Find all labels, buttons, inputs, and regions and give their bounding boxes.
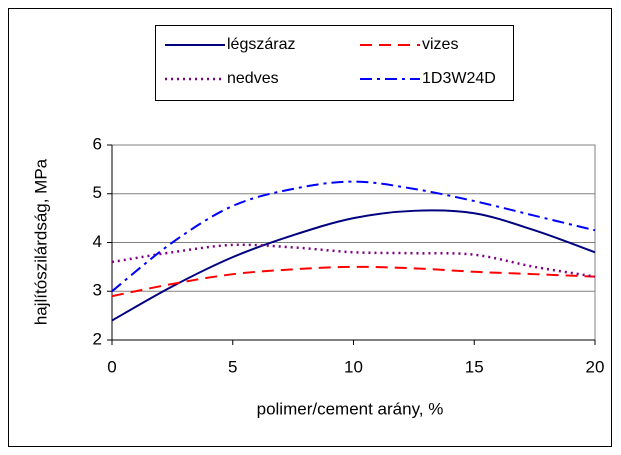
y-tick-label: 2 — [93, 329, 102, 348]
x-tick-label: 5 — [228, 357, 237, 376]
series-line — [111, 209, 596, 322]
series-line — [111, 243, 596, 278]
x-axis-label: polimer/cement arány, % — [257, 399, 444, 418]
chart-border — [8, 8, 612, 447]
x-tick-label: 10 — [344, 357, 363, 376]
x-tick-label: 15 — [465, 357, 484, 376]
legend-label: nedves — [227, 70, 279, 87]
y-tick-label: 5 — [93, 183, 102, 202]
series-line — [111, 265, 596, 298]
y-axis-label: hajlítószilárdság, MPa — [31, 158, 50, 325]
legend-label: vizes — [422, 36, 458, 53]
y-tick-label: 3 — [93, 281, 102, 300]
y-tick-label: 6 — [93, 134, 102, 153]
x-tick-label: 20 — [586, 357, 605, 376]
y-tick-label: 4 — [93, 232, 102, 251]
legend-label: 1D3W24D — [422, 70, 496, 87]
legend-label: légszáraz — [227, 36, 295, 53]
x-tick-label: 0 — [107, 357, 116, 376]
series-line — [111, 180, 596, 293]
legend — [155, 25, 514, 101]
